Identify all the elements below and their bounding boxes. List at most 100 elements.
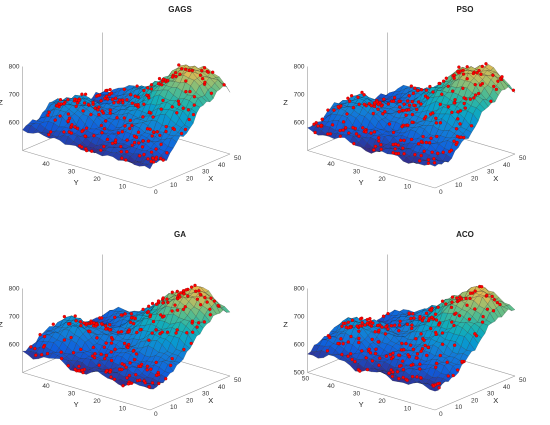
path-point xyxy=(49,130,53,134)
path-point xyxy=(161,296,165,300)
path-point xyxy=(458,122,462,126)
path-point xyxy=(404,341,408,346)
path-point xyxy=(346,320,351,324)
path-point xyxy=(392,96,397,100)
path-point xyxy=(180,67,184,71)
path-point xyxy=(178,72,182,76)
surface-mesh xyxy=(307,286,516,392)
path-point xyxy=(113,347,117,351)
path-point xyxy=(407,311,411,315)
x-tick-label: 40 xyxy=(218,162,226,169)
path-point xyxy=(128,126,132,131)
path-point xyxy=(451,89,455,93)
path-point xyxy=(118,98,122,102)
path-point xyxy=(438,353,442,358)
path-point xyxy=(462,135,466,140)
x-tick-label: 10 xyxy=(170,404,178,411)
path-point xyxy=(374,347,378,351)
path-point xyxy=(128,93,133,97)
path-point xyxy=(146,310,151,314)
path-point xyxy=(328,335,332,340)
path-point xyxy=(409,363,413,367)
path-point xyxy=(341,120,346,124)
z-tick-label: 800 xyxy=(9,64,20,71)
path-point xyxy=(116,330,120,334)
path-point xyxy=(138,378,142,382)
path-point xyxy=(473,82,477,87)
path-point xyxy=(100,131,104,135)
path-point xyxy=(151,115,155,119)
path-point xyxy=(128,118,132,123)
path-point xyxy=(339,337,343,341)
path-point xyxy=(484,62,488,66)
path-point xyxy=(142,102,146,106)
z-tick-label: 600 xyxy=(294,342,305,349)
path-point xyxy=(384,354,389,358)
path-point xyxy=(434,116,438,120)
path-point xyxy=(193,283,197,288)
path-point xyxy=(202,320,206,324)
path-point xyxy=(452,76,456,80)
path-point xyxy=(314,121,318,125)
path-point xyxy=(159,107,163,111)
chart-title: PSO xyxy=(457,5,474,14)
path-point xyxy=(433,312,438,316)
path-point xyxy=(446,84,450,88)
path-point xyxy=(377,328,381,332)
path-point xyxy=(97,112,101,117)
path-point xyxy=(170,290,174,294)
path-point xyxy=(376,107,380,111)
path-point xyxy=(419,349,423,353)
path-point xyxy=(362,102,366,106)
path-point xyxy=(198,292,202,297)
path-point xyxy=(83,134,87,138)
path-point xyxy=(409,84,413,88)
y-tick-label: 10 xyxy=(404,406,412,413)
path-point xyxy=(480,320,485,324)
path-point xyxy=(162,314,166,318)
path-point xyxy=(161,301,165,305)
path-point xyxy=(130,143,134,147)
path-point xyxy=(146,157,150,161)
path-point xyxy=(150,134,154,138)
path-point xyxy=(75,101,80,105)
path-point xyxy=(396,143,400,147)
path-point xyxy=(97,105,101,109)
path-point xyxy=(157,76,162,81)
x-tick-label: 30 xyxy=(487,169,495,176)
path-point xyxy=(99,316,104,320)
chart-title: ACO xyxy=(456,230,474,239)
path-point xyxy=(120,156,124,160)
path-point xyxy=(138,364,143,368)
path-point xyxy=(179,131,184,136)
path-point xyxy=(108,323,112,327)
path-point xyxy=(145,93,149,97)
path-point xyxy=(156,299,161,303)
path-point xyxy=(382,97,386,101)
path-point xyxy=(370,359,375,363)
path-point xyxy=(495,300,500,305)
path-point xyxy=(397,110,401,114)
path-point xyxy=(473,289,477,293)
path-point xyxy=(145,127,150,131)
path-point xyxy=(147,110,152,114)
path-point xyxy=(367,347,371,351)
x-axis-label: X xyxy=(493,396,498,405)
path-point xyxy=(426,158,431,162)
path-point xyxy=(436,151,440,156)
y-tick-label: 10 xyxy=(119,406,127,413)
path-point xyxy=(431,90,435,94)
path-point xyxy=(84,126,89,130)
path-point xyxy=(104,119,108,123)
path-point xyxy=(398,364,402,368)
path-point xyxy=(456,117,460,121)
path-point xyxy=(411,347,415,352)
path-point xyxy=(170,356,174,361)
path-point xyxy=(402,348,406,352)
path-point xyxy=(104,341,108,345)
x-tick-label: 40 xyxy=(503,162,511,169)
path-point xyxy=(66,112,71,116)
path-point xyxy=(130,101,134,105)
path-point xyxy=(189,285,194,289)
